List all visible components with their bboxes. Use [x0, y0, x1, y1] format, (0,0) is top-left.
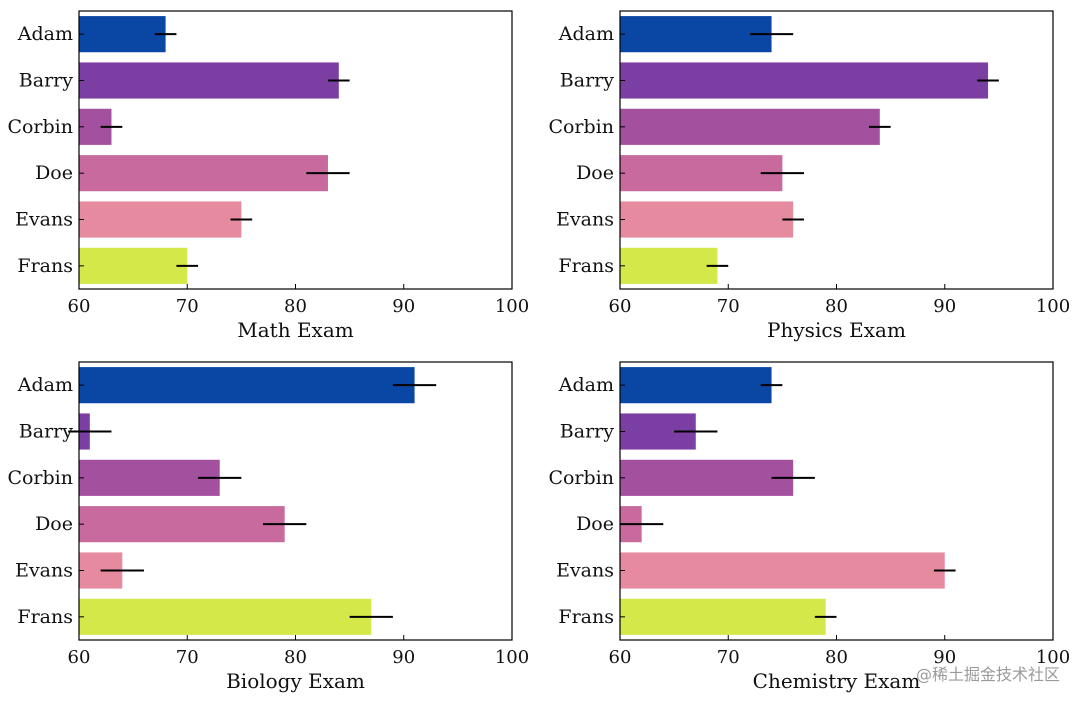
bar-biology-exam-corbin: [79, 459, 220, 496]
bar-math-exam-adam: [79, 16, 166, 53]
y-tick-label: Adam: [558, 23, 614, 45]
x-tick-label: 80: [825, 296, 848, 317]
y-tick-label: Barry: [560, 421, 614, 443]
x-tick-label: 100: [495, 647, 529, 668]
bar-physics-exam-barry: [620, 62, 989, 99]
bar-biology-exam-doe: [79, 506, 285, 543]
y-tick-label: Evans: [15, 209, 73, 231]
x-tick-label: 60: [68, 296, 91, 317]
bar-math-exam-frans: [79, 247, 188, 284]
y-tick-label: Barry: [560, 70, 614, 92]
x-axis-label: Physics Exam: [767, 318, 906, 342]
bar-biology-exam-adam: [79, 367, 415, 404]
chart-panel-1: Adam Barry Corbin Doe Evans Frans 60 70 80 90 100 M…: [7, 10, 529, 342]
x-tick-label: 60: [609, 296, 632, 317]
bar-physics-exam-frans: [620, 247, 718, 284]
y-tick-label: Barry: [19, 70, 73, 92]
axes-frame: [78, 10, 513, 290]
y-tick-label: Corbin: [7, 116, 73, 138]
y-tick-label: Evans: [556, 209, 614, 231]
y-tick-label: Frans: [558, 255, 614, 277]
y-tick-label: Corbin: [548, 467, 614, 489]
axes-frame: [619, 361, 1054, 641]
x-tick-label: 80: [825, 647, 848, 668]
bar-chemistry-exam-evans: [620, 552, 945, 589]
y-tick-label: Evans: [15, 560, 73, 582]
y-tick-label: Doe: [35, 162, 73, 184]
x-tick-label: 60: [68, 647, 91, 668]
bar-math-exam-barry: [79, 62, 339, 99]
y-tick-label: Corbin: [548, 116, 614, 138]
y-tick-label: Adam: [17, 23, 73, 45]
bar-math-exam-evans: [79, 201, 242, 238]
bar-chemistry-exam-corbin: [620, 459, 794, 496]
bar-physics-exam-adam: [620, 16, 772, 53]
x-tick-label: 80: [284, 296, 307, 317]
x-tick-label: 60: [609, 647, 632, 668]
y-tick-label: Doe: [576, 513, 614, 535]
x-tick-label: 90: [392, 647, 415, 668]
bar-chemistry-exam-frans: [620, 598, 826, 635]
chart-panel-4: Adam Barry Corbin Doe Evans Frans 60 70 80 90 100 C…: [548, 361, 1070, 693]
y-tick-label: Adam: [17, 374, 73, 396]
x-tick-label: 100: [495, 296, 529, 317]
axes-frame: [78, 361, 513, 641]
x-axis-label: Math Exam: [237, 318, 353, 342]
y-tick-label: Frans: [558, 606, 614, 628]
y-tick-label: Adam: [558, 374, 614, 396]
y-tick-label: Frans: [17, 606, 73, 628]
chart-panel-3: Adam Barry Corbin Doe Evans Frans 60 70 80 90 100 B…: [7, 361, 529, 693]
x-tick-label: 100: [1036, 296, 1070, 317]
y-tick-label: Corbin: [7, 467, 73, 489]
bar-physics-exam-corbin: [620, 108, 880, 145]
axes-frame: [619, 10, 1054, 290]
x-tick-label: 80: [284, 647, 307, 668]
y-tick-label: Evans: [556, 560, 614, 582]
chart-panel-2: Adam Barry Corbin Doe Evans Frans 60 70 80 90 100 P…: [548, 10, 1070, 342]
x-tick-label: 70: [176, 647, 199, 668]
bar-physics-exam-doe: [620, 155, 783, 192]
bar-chemistry-exam-adam: [620, 367, 772, 404]
x-tick-label: 90: [933, 647, 956, 668]
bar-biology-exam-frans: [79, 598, 372, 635]
y-tick-label: Doe: [576, 162, 614, 184]
x-tick-label: 70: [717, 296, 740, 317]
x-tick-label: 100: [1036, 647, 1070, 668]
y-tick-label: Frans: [17, 255, 73, 277]
watermark: @稀土掘金技术社区: [915, 665, 1060, 684]
bar-physics-exam-evans: [620, 201, 794, 238]
x-tick-label: 70: [176, 296, 199, 317]
x-axis-label: Chemistry Exam: [753, 669, 921, 693]
x-tick-label: 70: [717, 647, 740, 668]
x-axis-label: Biology Exam: [226, 669, 365, 693]
bar-math-exam-doe: [79, 155, 328, 192]
y-tick-label: Barry: [19, 421, 73, 443]
x-tick-label: 90: [392, 296, 415, 317]
y-tick-label: Doe: [35, 513, 73, 535]
x-tick-label: 90: [933, 296, 956, 317]
